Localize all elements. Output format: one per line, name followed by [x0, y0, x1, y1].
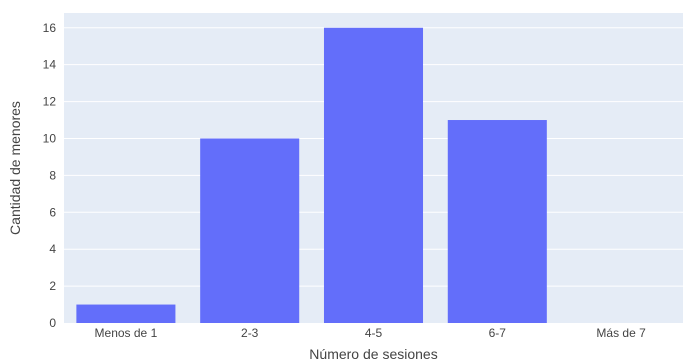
y-tick-label: 8	[49, 168, 56, 182]
x-tick-label: 6-7	[489, 326, 507, 340]
bar-1	[76, 304, 176, 323]
y-tick-label: 6	[49, 205, 56, 219]
x-tick-label: 4-5	[365, 326, 383, 340]
x-tick-label: Más de 7	[596, 326, 646, 340]
y-axis-ticks: 0 2 4 6 8 10 12 14 16	[43, 21, 57, 330]
y-tick-label: 10	[43, 131, 57, 145]
bar-2	[200, 138, 300, 323]
x-axis-ticks: Menos de 1 2-3 4-5 6-7 Más de 7	[95, 326, 647, 340]
y-axis-title: Cantidad de menores	[7, 101, 23, 235]
bar-3	[323, 27, 424, 324]
y-tick-label: 16	[43, 21, 57, 35]
y-tick-label: 0	[49, 316, 56, 330]
y-tick-label: 2	[49, 279, 56, 293]
y-tick-label: 4	[49, 242, 56, 256]
bars	[76, 27, 547, 324]
y-tick-label: 14	[43, 58, 57, 72]
x-axis-title: Número de sesiones	[309, 346, 437, 361]
x-tick-label: 2-3	[241, 326, 259, 340]
bar-4	[447, 120, 547, 324]
y-tick-label: 12	[43, 95, 57, 109]
x-tick-label: Menos de 1	[95, 326, 158, 340]
